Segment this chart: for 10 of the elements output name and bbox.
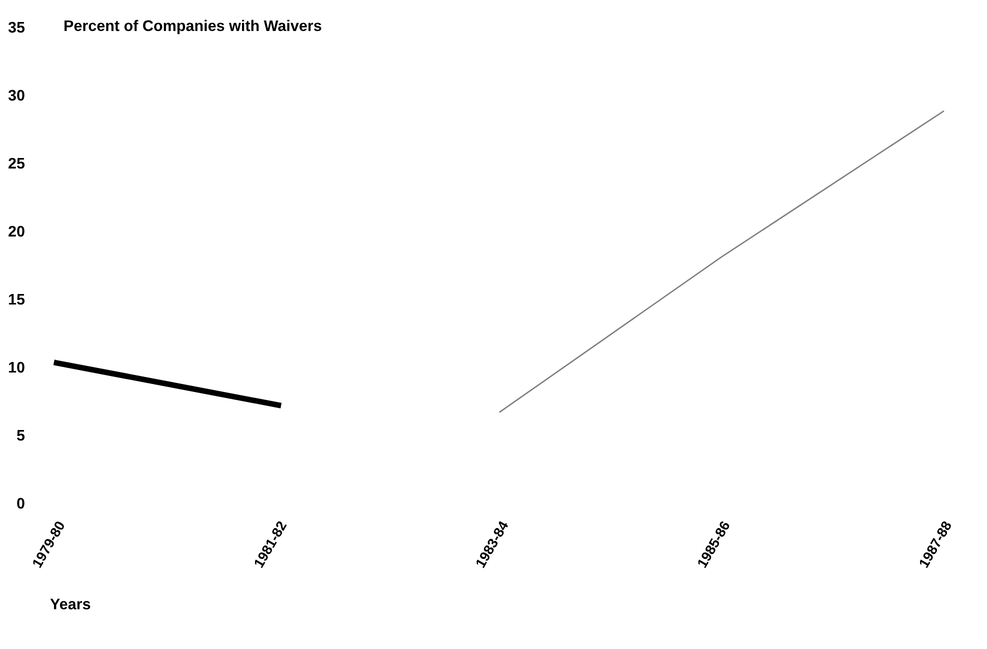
y-tick-label: 30 [8,90,24,101]
y-tick-label: 0 [17,498,24,509]
x-axis-title: Years [50,598,90,610]
y-tick-label: 35 [8,22,25,33]
chart-title: Percent of Companies with Waivers [64,20,322,34]
y-tick-label: 15 [8,294,25,305]
y-tick-label: 5 [16,430,25,441]
y-tick-label: 25 [8,158,25,169]
y-tick-label: 20 [8,226,24,237]
y-tick-label: 10 [8,362,24,373]
